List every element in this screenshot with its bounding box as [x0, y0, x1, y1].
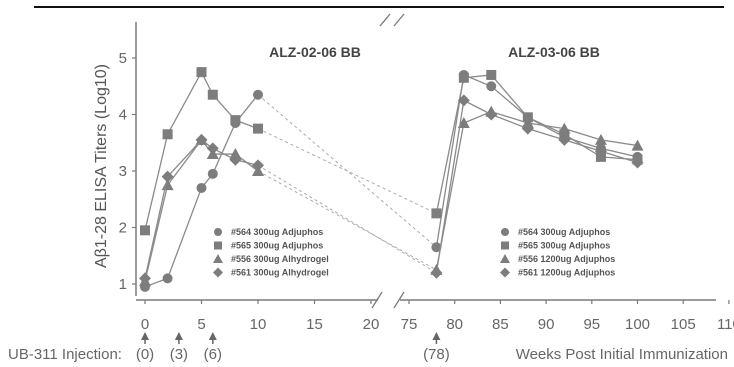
- data-point-square: [431, 208, 442, 219]
- data-point-diamond: [139, 272, 151, 285]
- legend-label: #561 1200ug Adjuphos: [518, 268, 615, 278]
- legend-label: #561 300ug Alhydrogel: [231, 268, 329, 278]
- y-tick-label: 1: [119, 276, 127, 293]
- x-tick-label: 20: [363, 316, 380, 333]
- injection-arrow: [208, 332, 217, 340]
- data-point-circle: [196, 182, 207, 193]
- data-point-diamond: [430, 266, 443, 279]
- x-tick-label: 85: [492, 316, 509, 333]
- data-point-square: [253, 123, 263, 134]
- data-point-diamond: [594, 145, 607, 158]
- top-rule: [34, 6, 724, 8]
- data-point-diamond: [161, 170, 174, 183]
- x-tick-label: 10: [250, 316, 267, 333]
- legend-marker-square: [214, 241, 222, 250]
- panel-title-right: ALZ-03-06 BB: [508, 44, 600, 60]
- data-point-circle: [486, 81, 497, 92]
- data-point-triangle: [594, 133, 607, 145]
- data-point-square: [230, 115, 241, 126]
- data-point-circle: [253, 89, 263, 100]
- connector-dashed-line: [257, 128, 437, 214]
- injection-label: UB-311 Injection:: [8, 346, 122, 363]
- data-point-diamond: [252, 159, 264, 172]
- x-tick-label: 5: [197, 316, 205, 333]
- x-tick-label: 90: [538, 316, 555, 333]
- injection-arrow: [141, 332, 149, 340]
- data-point-circle: [162, 273, 173, 284]
- data-point-diamond: [206, 142, 219, 155]
- legend-marker-diamond: [213, 267, 223, 278]
- top-break-mark: [379, 13, 391, 27]
- data-point-triangle: [558, 122, 571, 134]
- data-point-square: [162, 129, 173, 140]
- legend-marker-circle: [214, 228, 222, 236]
- injection-week-label: (6): [204, 346, 222, 363]
- connector-dashed-line: [257, 170, 437, 271]
- y-tick-label: 3: [119, 163, 127, 180]
- x-tick-label: 80: [446, 316, 463, 333]
- data-point-diamond: [631, 156, 644, 169]
- y-tick-label: 2: [119, 220, 127, 237]
- data-point-square: [140, 225, 150, 236]
- legend-label: #565 300ug Adjuphos: [231, 241, 323, 251]
- legend-label: #556 300ug Alhydrogel: [231, 254, 329, 264]
- legend-label: #564 300ug Adjuphos: [518, 227, 610, 237]
- data-point-square: [486, 69, 497, 80]
- data-point-diamond: [229, 153, 242, 166]
- connector-dashed-line: [257, 164, 437, 274]
- x-tick-label: 105: [671, 316, 696, 333]
- y-axis-label: Aβ1-28 ELISA Titers (Log10): [93, 64, 110, 268]
- data-point-triangle: [631, 139, 644, 151]
- data-point-diamond: [558, 133, 571, 146]
- legend-marker-circle: [501, 228, 509, 236]
- injection-week-label: (0): [136, 346, 154, 363]
- legend-label: #565 300ug Adjuphos: [518, 241, 610, 251]
- x-tick-label: 110: [717, 316, 734, 333]
- injection-arrow: [174, 332, 183, 340]
- data-point-square: [458, 72, 469, 83]
- x-tick-label: 0: [141, 316, 149, 333]
- legend-label: #556 1200ug Adjuphos: [518, 254, 615, 264]
- legend-label: #564 300ug Adjuphos: [231, 227, 323, 237]
- data-point-diamond: [485, 108, 498, 121]
- data-point-diamond: [521, 122, 534, 135]
- x-axis-break-mark: [393, 291, 405, 309]
- data-point-square: [196, 67, 207, 78]
- injection-week-label: (78): [423, 346, 450, 363]
- x-tick-label: 15: [306, 316, 323, 333]
- x-axis-break-mark: [371, 291, 383, 309]
- injection-arrow: [432, 332, 441, 340]
- data-point-triangle: [521, 116, 534, 128]
- legend-marker-square: [501, 241, 509, 250]
- x-axis-label: Weeks Post Initial Immunization: [516, 346, 728, 363]
- data-point-square: [207, 89, 218, 100]
- x-tick-label: 95: [583, 316, 600, 333]
- x-tick-label: 100: [625, 316, 650, 333]
- legend-marker-triangle: [500, 254, 510, 263]
- panel-title-left: ALZ-02-06 BB: [269, 44, 361, 60]
- data-point-diamond: [457, 94, 470, 107]
- data-point-circle: [431, 242, 442, 253]
- x-tick-label: 75: [401, 316, 418, 333]
- top-break-mark: [393, 13, 405, 27]
- data-point-triangle: [457, 116, 470, 128]
- data-point-circle: [207, 168, 218, 179]
- series-line-square: [435, 74, 638, 214]
- data-point-diamond: [195, 133, 208, 146]
- legend-marker-diamond: [500, 267, 510, 278]
- data-point-triangle: [229, 148, 242, 160]
- y-tick-label: 4: [119, 107, 127, 124]
- injection-week-label: (3): [170, 346, 188, 363]
- legend-marker-triangle: [213, 254, 223, 263]
- y-tick-label: 5: [119, 50, 127, 67]
